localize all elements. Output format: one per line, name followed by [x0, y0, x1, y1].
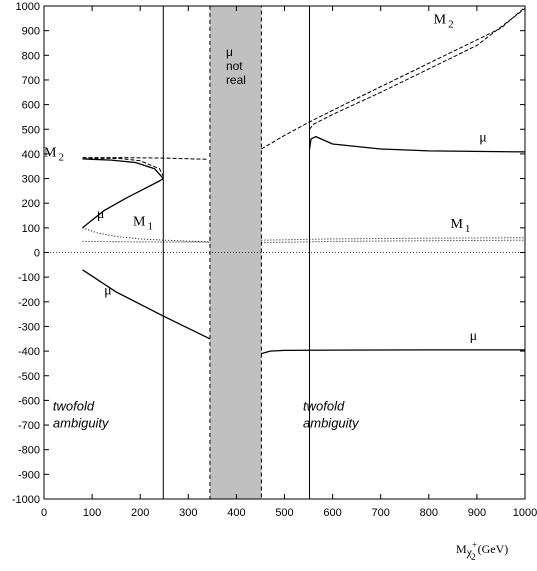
annotation-subscript: 1 — [147, 220, 153, 232]
x-tick-label: 300 — [179, 507, 197, 519]
x-tick-label: 600 — [323, 507, 341, 519]
y-tick-label: -900 — [18, 469, 40, 481]
curve-annotation: μ — [104, 283, 112, 298]
x-axis-title-subsub: 2 — [471, 552, 476, 562]
y-tick-label: 400 — [22, 149, 40, 161]
series-line — [82, 240, 210, 243]
series-line — [82, 269, 211, 340]
curve-annotation: μ — [470, 329, 478, 344]
x-tick-label: 200 — [131, 507, 149, 519]
region-label: ambiguity — [303, 415, 360, 430]
y-tick-label: -300 — [18, 321, 40, 333]
region-label: ambiguity — [53, 415, 110, 430]
x-tick-label: 0 — [41, 507, 47, 519]
y-tick-label: 900 — [22, 26, 40, 38]
y-tick-label: 500 — [22, 124, 40, 136]
series-line — [261, 6, 526, 150]
region-label: twofold — [53, 398, 95, 413]
annotation-subscript: 1 — [465, 223, 471, 235]
x-axis-title: Mχ+ 2(GeV) — [456, 540, 508, 562]
y-tick-label: 800 — [22, 50, 40, 62]
x-axis-title-unit: (GeV) — [478, 542, 509, 556]
annotation-subscript: 2 — [58, 151, 64, 163]
y-tick-label: -400 — [18, 346, 40, 358]
shaded-region-label: real — [226, 73, 246, 87]
series-line — [82, 178, 164, 229]
y-tick-label: -1000 — [12, 494, 40, 506]
x-tick-label: 700 — [372, 507, 390, 519]
y-tick-label: -600 — [18, 395, 40, 407]
annotation-subscript: 2 — [448, 18, 454, 30]
y-tick-label: 700 — [22, 75, 40, 87]
x-axis-title-sup: + — [472, 540, 477, 550]
axes-layer — [43, 5, 526, 500]
x-axis-title-sub: χ — [466, 545, 473, 559]
series-line — [82, 227, 210, 243]
shaded-region-label: not — [226, 59, 243, 73]
series-line — [309, 8, 526, 130]
x-tick-label: 800 — [420, 507, 438, 519]
x-tick-label: 1000 — [513, 507, 537, 519]
series-line — [261, 237, 526, 241]
y-tick-label: -200 — [18, 297, 40, 309]
curve-annotation: μ — [479, 131, 487, 146]
x-tick-label: 100 — [83, 507, 101, 519]
y-tick-label: 1000 — [16, 1, 40, 13]
series-line — [82, 157, 208, 160]
y-tick-label: 0 — [34, 248, 40, 260]
series-line — [82, 158, 164, 180]
curve-layer — [44, 6, 526, 499]
y-tick-label: 200 — [22, 198, 40, 210]
series-line — [261, 239, 526, 244]
series-line — [308, 135, 526, 153]
series-line — [82, 157, 164, 177]
text-layer: μnotreal10009008007006005004003002001000… — [12, 1, 537, 562]
curve-annotation: μ — [97, 207, 105, 222]
y-tick-label: -700 — [18, 420, 40, 432]
x-tick-label: 900 — [468, 507, 486, 519]
x-tick-label: 500 — [275, 507, 293, 519]
y-tick-label: -800 — [18, 445, 40, 457]
y-tick-label: -100 — [18, 272, 40, 284]
shaded-region-label: μ — [226, 45, 233, 59]
x-tick-label: 400 — [227, 507, 245, 519]
y-tick-label: 300 — [22, 174, 40, 186]
series-line — [261, 349, 525, 355]
y-tick-label: 600 — [22, 100, 40, 112]
region-label: twofold — [303, 398, 345, 413]
y-tick-label: -500 — [18, 371, 40, 383]
y-tick-label: 100 — [22, 223, 40, 235]
